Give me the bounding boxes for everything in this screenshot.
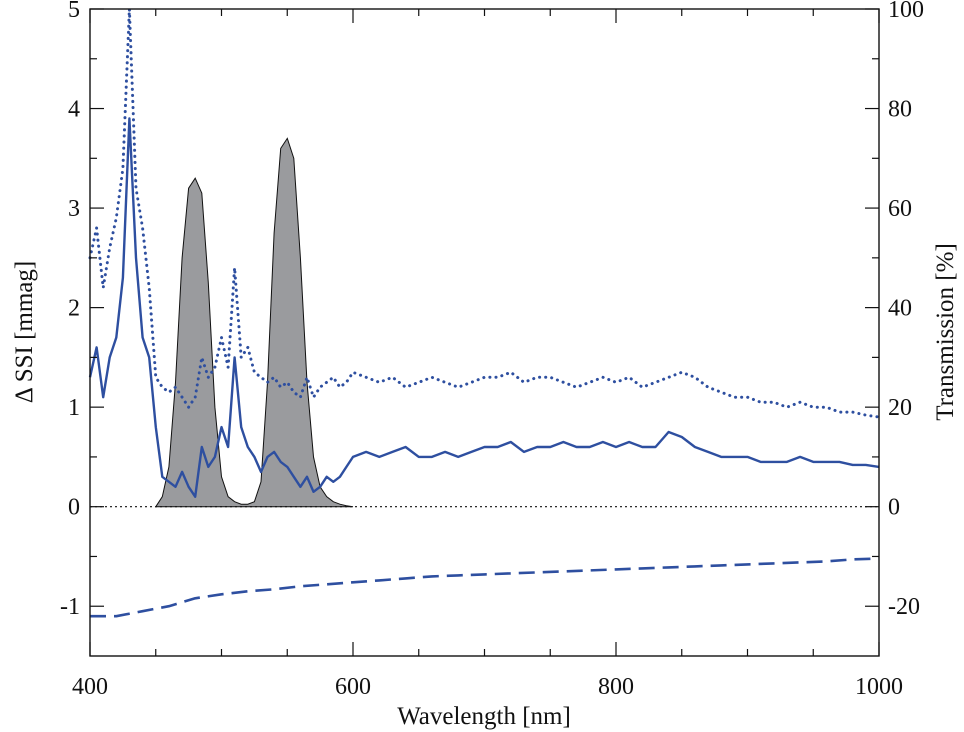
filter-transmission-area — [154, 137, 354, 508]
x-tick-label: 800 — [598, 674, 634, 700]
y-right-tick-label: 80 — [888, 97, 912, 123]
y-left-tick-label: -1 — [60, 594, 80, 620]
y-right-tick-label: -20 — [888, 594, 920, 620]
x-tick-label: 1000 — [855, 674, 903, 700]
y-right-tick-label: 0 — [888, 495, 900, 521]
ticks-layer — [89, 8, 880, 656]
y-axis-left-title: Δ SSI [mmag] — [11, 261, 38, 403]
y-axis-right-title: Transmission [%] — [932, 243, 959, 421]
y-left-tick-label: 2 — [68, 296, 80, 322]
series-layer — [88, 7, 881, 618]
series-dashed-line — [90, 557, 880, 618]
y-right-tick-label: 20 — [888, 395, 912, 421]
y-left-tick-label: 3 — [68, 196, 80, 222]
x-tick-label: 400 — [72, 674, 108, 700]
y-right-tick-label: 100 — [888, 0, 924, 23]
tick-labels-layer: 400 600 800 1000 -1 0 1 2 3 4 5 -20 0 20 40 60 80 100 — [60, 0, 924, 700]
y-right-tick-label: 60 — [888, 196, 912, 222]
y-right-tick-label: 40 — [888, 296, 912, 322]
y-left-tick-label: 1 — [68, 395, 80, 421]
series-solid-line — [88, 117, 880, 498]
x-tick-label: 600 — [335, 674, 371, 700]
y-left-tick-label: 5 — [68, 0, 80, 23]
y-left-tick-label: 0 — [68, 495, 80, 521]
filter-transmission-layer — [154, 137, 354, 508]
x-axis-title: Wavelength [nm] — [397, 703, 571, 730]
y-left-tick-label: 4 — [68, 97, 80, 123]
